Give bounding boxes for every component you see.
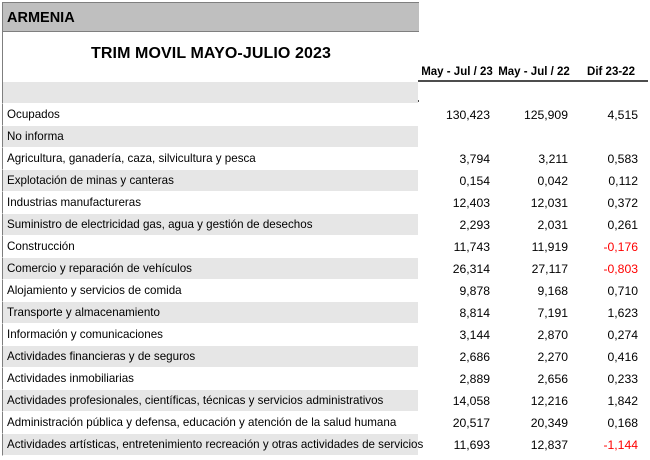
value-may-jul-23 bbox=[422, 126, 490, 148]
table-row[interactable]: Información y comunicaciones 3,144 2,870 0,… bbox=[2, 324, 648, 346]
row-label: Actividades inmobiliarias bbox=[2, 368, 418, 390]
value-may-jul-22: 9,168 bbox=[537, 284, 569, 298]
table-row[interactable]: Transporte y almacenamiento 8,814 7,191 1,6… bbox=[2, 302, 648, 324]
table-row[interactable]: Explotación de minas y canteras 0,154 0,04… bbox=[2, 170, 648, 192]
row-label bbox=[2, 82, 418, 104]
value-may-jul-22: 12,031 bbox=[530, 196, 568, 210]
value-may-jul-22: 2,031 bbox=[537, 218, 569, 232]
table-row[interactable]: Actividades profesionales, científicas, … bbox=[2, 390, 648, 412]
value-dif-23-22: 0,274 bbox=[607, 328, 639, 342]
value-may-jul-22: 0,042 bbox=[537, 174, 569, 188]
row-label: Explotación de minas y canteras bbox=[2, 170, 418, 192]
table-row[interactable]: Alojamiento y servicios de comida 9,878 9,… bbox=[2, 280, 648, 302]
value-may-jul-23: 11,693 bbox=[453, 438, 490, 452]
row-label: Construcción bbox=[2, 236, 418, 258]
row-label: Actividades financieras y de seguros bbox=[2, 346, 418, 368]
value-may-jul-22: 3,211 bbox=[538, 152, 568, 166]
value-dif-23-22: 0,710 bbox=[607, 284, 639, 298]
value-dif-23-22: 0,261 bbox=[607, 218, 639, 232]
value-may-jul-22: 125,909 bbox=[523, 108, 568, 122]
table-body: Ocupados 130,423 125,909 4,515 No informa Agr… bbox=[2, 82, 648, 456]
value-may-jul-23: 14,058 bbox=[452, 394, 490, 408]
row-label: Actividades profesionales, científicas, … bbox=[2, 390, 418, 412]
header-right-area bbox=[418, 2, 648, 82]
row-label: Ocupados bbox=[2, 104, 418, 126]
value-may-jul-23: 2,889 bbox=[459, 372, 491, 386]
value-may-jul-22: 12,837 bbox=[530, 438, 568, 452]
value-dif-23-22: -0,176 bbox=[603, 240, 638, 254]
table-row[interactable]: Agricultura, ganadería, caza, silvicultu… bbox=[2, 148, 648, 170]
row-label: Alojamiento y servicios de comida bbox=[2, 280, 418, 302]
value-dif-23-22: 0,233 bbox=[607, 372, 639, 386]
value-dif-23-22: 0,168 bbox=[607, 416, 639, 430]
value-may-jul-22: 27,117 bbox=[531, 262, 568, 276]
value-may-jul-22: 2,656 bbox=[537, 372, 569, 386]
value-dif-23-22: 4,515 bbox=[607, 108, 639, 122]
table-row[interactable]: Suministro de electricidad gas, agua y g… bbox=[2, 214, 648, 236]
table-row[interactable]: Administración pública y defensa, educac… bbox=[2, 412, 648, 434]
column-header-dif-23-22[interactable]: Dif 23-22 bbox=[587, 66, 635, 78]
value-may-jul-23 bbox=[422, 82, 490, 104]
value-may-jul-23: 3,144 bbox=[459, 328, 491, 342]
value-may-jul-23: 11,743 bbox=[453, 240, 490, 254]
table-title: TRIM MOVIL MAYO-JULIO 2023 bbox=[3, 32, 419, 78]
table-row[interactable]: Industrias manufactureras 12,403 12,031 0,3… bbox=[2, 192, 648, 214]
row-label: Administración pública y defensa, educac… bbox=[2, 412, 418, 434]
row-label: No informa bbox=[2, 126, 418, 148]
row-label: Agricultura, ganadería, caza, silvicultu… bbox=[2, 148, 418, 170]
value-dif-23-22: 0,372 bbox=[607, 196, 639, 210]
value-may-jul-23: 20,517 bbox=[452, 416, 490, 430]
table-row[interactable]: Actividades artísticas, entretenimiento … bbox=[2, 434, 648, 456]
value-may-jul-23: 26,314 bbox=[452, 262, 490, 276]
value-may-jul-22: 12,216 bbox=[530, 394, 568, 408]
table-row[interactable] bbox=[2, 82, 648, 104]
value-dif-23-22: 1,623 bbox=[607, 306, 639, 320]
value-may-jul-22: 20,349 bbox=[530, 416, 568, 430]
value-may-jul-23: 8,814 bbox=[459, 306, 491, 320]
row-label: Suministro de electricidad gas, agua y g… bbox=[2, 214, 418, 236]
value-may-jul-23: 3,794 bbox=[459, 152, 491, 166]
value-may-jul-22 bbox=[498, 82, 568, 104]
value-dif-23-22 bbox=[576, 126, 638, 148]
region-title: ARMENIA bbox=[3, 2, 419, 32]
value-dif-23-22: -0,803 bbox=[603, 262, 638, 276]
value-may-jul-23: 12,403 bbox=[452, 196, 490, 210]
value-dif-23-22: 0,583 bbox=[607, 152, 639, 166]
table-row[interactable]: Actividades financieras y de seguros 2,68… bbox=[2, 346, 648, 368]
value-may-jul-23: 9,878 bbox=[459, 284, 491, 298]
row-label: Industrias manufactureras bbox=[2, 192, 418, 214]
column-header-may-jul-22[interactable]: May - Jul / 22 bbox=[498, 66, 570, 78]
value-may-jul-22 bbox=[498, 126, 568, 148]
value-may-jul-22: 2,270 bbox=[537, 350, 569, 364]
row-label: Actividades artísticas, entretenimiento … bbox=[2, 434, 423, 456]
value-may-jul-23: 2,686 bbox=[459, 350, 491, 364]
row-label: Transporte y almacenamiento bbox=[2, 302, 418, 324]
table-row[interactable]: Construcción 11,743 11,919 -0,176 bbox=[2, 236, 648, 258]
table-row[interactable]: Actividades inmobiliarias 2,889 2,656 0,233 bbox=[2, 368, 648, 390]
value-dif-23-22: 0,416 bbox=[607, 350, 639, 364]
table-row[interactable]: Comercio y reparación de vehículos 26,314… bbox=[2, 258, 648, 280]
row-label: Comercio y reparación de vehículos bbox=[2, 258, 418, 280]
value-dif-23-22 bbox=[576, 82, 638, 104]
table-row[interactable]: No informa bbox=[2, 126, 648, 148]
value-dif-23-22: -1,144 bbox=[603, 438, 638, 452]
row-label: Información y comunicaciones bbox=[2, 324, 418, 346]
column-header-may-jul-23[interactable]: May - Jul / 23 bbox=[421, 66, 493, 78]
value-may-jul-22: 2,870 bbox=[537, 328, 569, 342]
value-may-jul-22: 11,919 bbox=[531, 240, 568, 254]
value-dif-23-22: 1,842 bbox=[607, 394, 639, 408]
value-may-jul-23: 0,154 bbox=[459, 174, 491, 188]
value-dif-23-22: 0,112 bbox=[608, 174, 638, 188]
table-row[interactable]: Ocupados 130,423 125,909 4,515 bbox=[2, 104, 648, 126]
header-underline bbox=[418, 80, 648, 82]
value-may-jul-22: 7,191 bbox=[537, 306, 569, 320]
value-may-jul-23: 2,293 bbox=[459, 218, 491, 232]
value-may-jul-23: 130,423 bbox=[445, 108, 490, 122]
